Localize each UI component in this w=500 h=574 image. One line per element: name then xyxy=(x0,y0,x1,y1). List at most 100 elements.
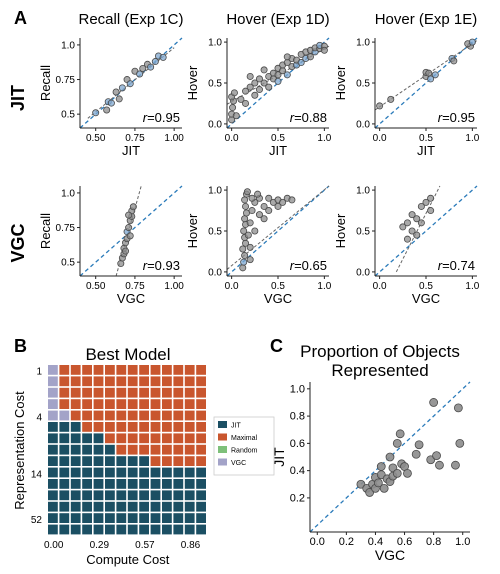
data-point xyxy=(107,99,115,107)
heatmap-cell xyxy=(59,490,70,501)
heatmap-cell xyxy=(70,490,81,501)
heatmap-cell xyxy=(48,376,58,387)
r-value-label: r=0.93 xyxy=(143,258,180,273)
data-point xyxy=(136,70,144,78)
heatmap-cell xyxy=(150,524,161,535)
heatmap-cell xyxy=(139,444,149,455)
data-point xyxy=(255,86,263,94)
x-tick-label: 1.00 xyxy=(164,133,184,144)
data-point xyxy=(403,219,411,227)
heatmap-cell xyxy=(196,524,206,535)
y-tick-label: 0.0 xyxy=(208,267,222,278)
heatmap-cell xyxy=(173,387,184,398)
heatmap-cell xyxy=(173,467,184,478)
heatmap-cell xyxy=(139,433,149,444)
x-tick-label: 0.0 xyxy=(225,281,239,292)
data-point xyxy=(408,211,416,219)
y-tick-label: 0.0 xyxy=(208,119,222,130)
data-point xyxy=(427,194,435,202)
x-tick-label: 0.75 xyxy=(125,133,145,144)
data-point xyxy=(255,211,263,219)
heatmap-cell xyxy=(184,376,195,387)
y-axis-label: Hover xyxy=(185,65,200,100)
heatmap-cell xyxy=(184,399,195,409)
data-point xyxy=(248,194,256,202)
x-axis-label: JIT xyxy=(417,143,435,158)
y-tick-label: 1.0 xyxy=(208,186,222,197)
data-point xyxy=(129,203,137,211)
heatmap-cell xyxy=(93,444,104,455)
heatmap-cell xyxy=(70,433,81,444)
heatmap-cell xyxy=(139,387,149,398)
data-point xyxy=(403,235,411,243)
heatmap-cell xyxy=(150,376,161,387)
heatmap-cell xyxy=(127,365,138,375)
y-tick-label: 0.2 xyxy=(290,492,305,504)
heatmap-cell xyxy=(139,399,149,409)
y-tick-label: 4 xyxy=(36,412,42,423)
y-tick-label: 0.0 xyxy=(356,267,370,278)
row-label-vgc: VGC xyxy=(8,223,28,262)
data-point xyxy=(431,71,439,79)
data-point xyxy=(230,89,238,97)
heatmap-cell xyxy=(127,410,138,421)
data-point xyxy=(112,88,120,96)
heatmap-cell xyxy=(162,456,172,466)
x-tick-label: 0.5 xyxy=(271,281,285,292)
x-tick-label: 1.0 xyxy=(317,133,331,144)
heatmap-cell xyxy=(116,433,127,444)
x-tick-label: 1.0 xyxy=(317,281,331,292)
y-tick-label: 0.5 xyxy=(208,227,222,238)
heatmap-cell xyxy=(173,444,184,455)
x-tick-label: 0.2 xyxy=(339,536,354,548)
chart-vgc-recall: 0.50 0.75 1.00 0.5 0.75 1.0 VGC Recall r=0.93 xyxy=(38,185,184,306)
heatmap-cell xyxy=(59,410,70,421)
heatmap-cell xyxy=(116,365,127,375)
data-point xyxy=(242,202,250,210)
heatmap-cell xyxy=(184,456,195,466)
heatmap-cell xyxy=(59,479,70,489)
heatmap-cell xyxy=(173,376,184,387)
heatmap-cell xyxy=(70,399,81,409)
heatmap-cell xyxy=(105,433,115,444)
data-point xyxy=(255,75,263,83)
heatmap-cell xyxy=(70,444,81,455)
data-point xyxy=(283,71,291,79)
heatmap-cell xyxy=(150,422,161,432)
heatmap-cell xyxy=(139,410,149,421)
heatmap-cell xyxy=(162,365,172,375)
data-point xyxy=(413,231,421,239)
data-point xyxy=(103,106,111,114)
heatmap-cell xyxy=(70,387,81,398)
heatmap-cell xyxy=(70,501,81,512)
data-point xyxy=(427,207,435,215)
data-point xyxy=(139,64,147,72)
data-point xyxy=(429,398,439,407)
x-tick-label: 1.0 xyxy=(455,536,470,548)
data-point xyxy=(159,53,167,61)
y-tick-label: 1.0 xyxy=(290,383,305,395)
data-point xyxy=(232,112,240,120)
heatmap-cell xyxy=(59,456,70,466)
heatmap-cell xyxy=(70,524,81,535)
r-value: =0.95 xyxy=(442,110,475,125)
r-value: =0.95 xyxy=(147,110,180,125)
chart-proportion: Proportion of Objects RepresentedProport… xyxy=(271,342,471,563)
heatmap-cell xyxy=(48,524,58,535)
x-axis-label: JIT xyxy=(122,143,140,158)
y-axis-label: Hover xyxy=(185,213,200,248)
heatmap-cell xyxy=(59,399,70,409)
heatmap-cell xyxy=(59,387,70,398)
identity-line xyxy=(374,185,478,277)
heatmap-cell xyxy=(93,513,104,523)
data-point xyxy=(376,462,386,471)
heatmap-cell xyxy=(150,513,161,523)
heatmap-cell xyxy=(150,399,161,409)
heatmap-cell xyxy=(162,399,172,409)
data-point xyxy=(387,95,395,103)
r-value-label: r=0.74 xyxy=(438,258,475,273)
y-tick-label: 52 xyxy=(31,515,43,526)
data-point xyxy=(392,438,402,448)
heatmap-cell xyxy=(105,422,115,432)
heatmap-cell xyxy=(116,524,127,535)
